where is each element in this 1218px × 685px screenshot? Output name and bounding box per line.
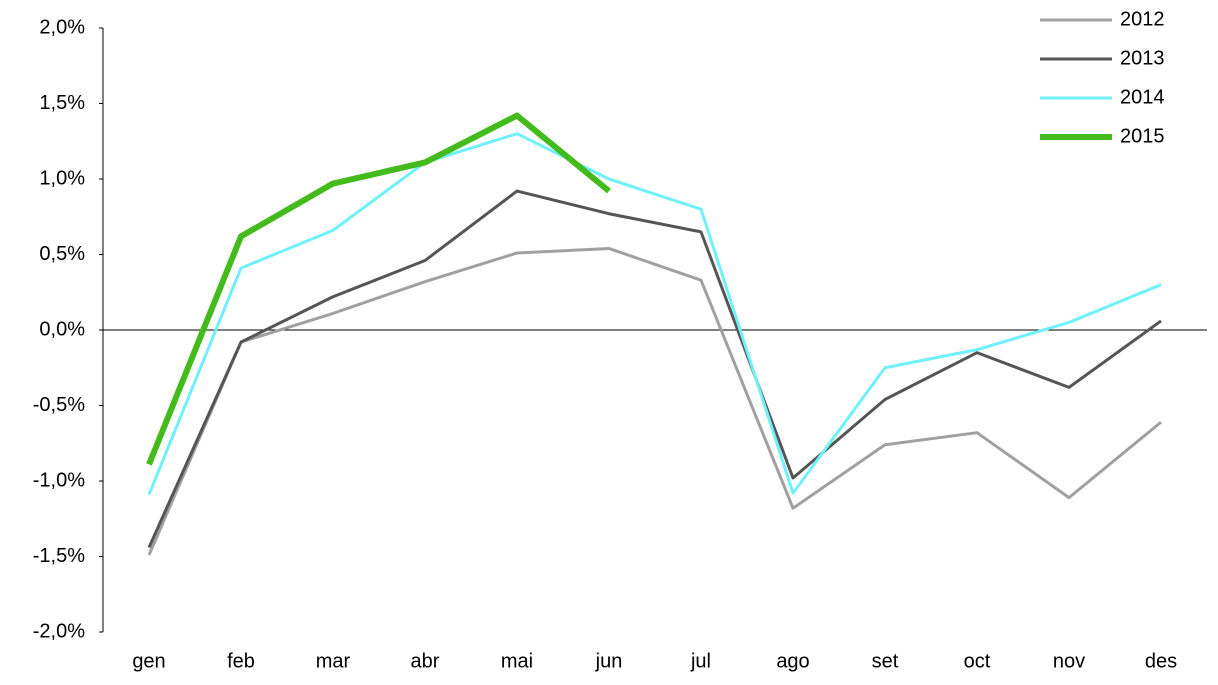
legend-label: 2013 bbox=[1120, 47, 1165, 69]
x-tick-label: nov bbox=[1053, 650, 1085, 672]
series-line bbox=[147, 189, 1162, 549]
y-tick-label: -0,5% bbox=[33, 394, 85, 416]
series-line bbox=[146, 112, 611, 466]
x-tick-label: set bbox=[872, 650, 899, 672]
y-tick-label: 0,0% bbox=[39, 318, 85, 340]
x-tick-label: jul bbox=[690, 650, 711, 672]
x-tick-label: jun bbox=[595, 650, 623, 672]
series-line bbox=[147, 246, 1162, 556]
y-tick-label: 2,0% bbox=[39, 16, 85, 38]
series-line bbox=[147, 132, 1162, 496]
legend-label: 2014 bbox=[1120, 86, 1165, 108]
x-tick-label: des bbox=[1145, 650, 1177, 672]
x-tick-label: mai bbox=[501, 650, 533, 672]
legend-label: 2015 bbox=[1120, 125, 1165, 147]
y-tick-label: -2,0% bbox=[33, 620, 85, 642]
y-tick-label: 1,5% bbox=[39, 92, 85, 114]
y-tick-label: -1,0% bbox=[33, 469, 85, 491]
legend-label: 2012 bbox=[1120, 8, 1165, 30]
x-tick-label: ago bbox=[776, 650, 809, 672]
x-tick-label: gen bbox=[132, 650, 165, 672]
y-tick-label: 0,5% bbox=[39, 243, 85, 265]
x-tick-label: feb bbox=[227, 650, 255, 672]
y-tick-label: -1,5% bbox=[33, 545, 85, 567]
x-tick-label: abr bbox=[411, 650, 440, 672]
x-tick-label: mar bbox=[316, 650, 351, 672]
y-tick-label: 1,0% bbox=[39, 167, 85, 189]
x-tick-label: oct bbox=[964, 650, 991, 672]
